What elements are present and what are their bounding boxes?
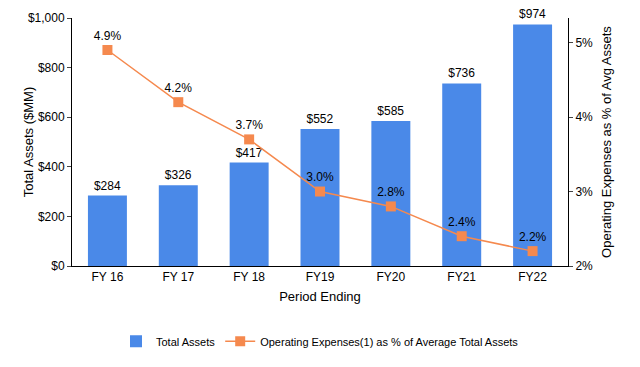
svg-text:2.2%: 2.2% [519,230,547,244]
svg-text:FY 18: FY 18 [233,270,265,284]
svg-text:Operating Expenses(1) as % of: Operating Expenses(1) as % of Average To… [260,336,518,348]
svg-text:3.7%: 3.7% [235,118,263,132]
svg-text:4.2%: 4.2% [165,81,193,95]
svg-text:3%: 3% [575,185,593,199]
svg-text:FY 16: FY 16 [92,270,124,284]
svg-text:5%: 5% [575,36,593,50]
svg-text:4.9%: 4.9% [94,29,122,43]
svg-text:FY21: FY21 [447,270,476,284]
svg-text:$974: $974 [519,7,546,21]
svg-text:$736: $736 [448,66,475,80]
svg-text:3.0%: 3.0% [306,170,334,184]
svg-text:Total Assets ($MM): Total Assets ($MM) [21,87,36,198]
svg-text:$0: $0 [51,259,65,273]
svg-text:4%: 4% [575,110,593,124]
svg-text:$200: $200 [38,210,65,224]
svg-text:2.8%: 2.8% [377,185,405,199]
svg-text:$1,000: $1,000 [28,11,65,25]
svg-text:Operating Expenses as % of Avg: Operating Expenses as % of Avg Assets [599,26,614,258]
svg-text:$585: $585 [377,104,404,118]
svg-text:FY20: FY20 [377,270,406,284]
svg-text:FY19: FY19 [306,270,335,284]
svg-text:$326: $326 [165,168,192,182]
svg-text:$284: $284 [94,179,121,193]
svg-text:$552: $552 [306,112,333,126]
svg-text:2%: 2% [575,259,593,273]
svg-text:$417: $417 [236,146,263,160]
svg-text:FY22: FY22 [518,270,547,284]
svg-text:Total Assets: Total Assets [156,336,215,348]
svg-text:$600: $600 [38,110,65,124]
svg-text:FY 17: FY 17 [162,270,194,284]
svg-text:2.4%: 2.4% [448,215,476,229]
svg-text:$400: $400 [38,160,65,174]
svg-text:Period Ending: Period Ending [279,289,361,304]
svg-text:$800: $800 [38,61,65,75]
